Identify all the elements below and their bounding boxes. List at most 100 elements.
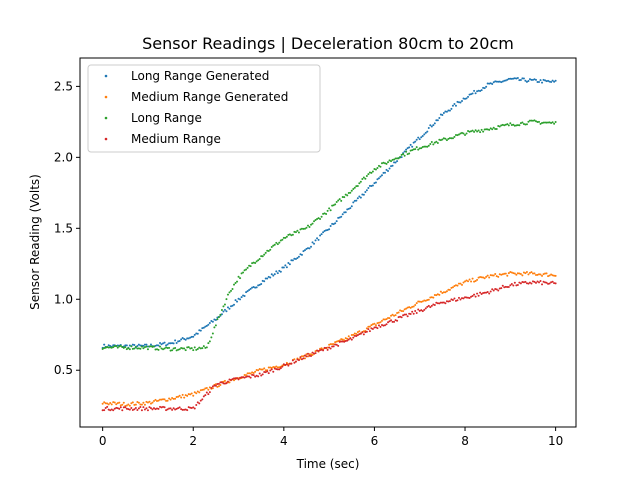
- data-point: [374, 181, 377, 184]
- data-point: [264, 251, 267, 254]
- data-point: [198, 329, 201, 332]
- data-point: [353, 186, 356, 189]
- data-point: [516, 77, 519, 80]
- data-point: [506, 123, 509, 126]
- data-point: [146, 409, 149, 412]
- data-point: [204, 346, 207, 349]
- data-point: [205, 391, 208, 394]
- data-point: [317, 238, 320, 241]
- data-point: [541, 274, 544, 277]
- data-point: [269, 366, 272, 369]
- data-point: [420, 300, 423, 303]
- data-point: [454, 299, 457, 302]
- data-point: [331, 222, 334, 225]
- data-point: [279, 270, 282, 273]
- data-point: [457, 296, 460, 299]
- y-axis: 0.5 1.0 1.5 2.0 2.5: [54, 79, 80, 377]
- data-point: [205, 346, 208, 349]
- data-point: [429, 143, 432, 146]
- data-point: [272, 370, 275, 373]
- data-point: [332, 345, 335, 348]
- data-point: [142, 347, 145, 350]
- data-point: [547, 121, 550, 124]
- data-point: [234, 299, 237, 302]
- data-point: [439, 290, 442, 293]
- data-point: [432, 303, 435, 306]
- data-point: [371, 170, 374, 173]
- data-point: [551, 79, 554, 82]
- data-point: [356, 185, 359, 188]
- data-point: [133, 344, 136, 347]
- data-point: [482, 86, 485, 89]
- data-point: [308, 225, 311, 228]
- data-point: [377, 177, 380, 180]
- data-point: [303, 249, 306, 252]
- data-point: [181, 393, 184, 396]
- data-point: [444, 137, 447, 140]
- data-point: [501, 273, 504, 276]
- data-point: [177, 340, 180, 343]
- data-point: [534, 78, 537, 81]
- data-point: [390, 314, 393, 317]
- data-point: [512, 77, 515, 80]
- data-point: [495, 275, 498, 278]
- data-point: [255, 260, 258, 263]
- data-point: [332, 223, 335, 226]
- data-point: [284, 264, 287, 267]
- data-point: [513, 77, 516, 80]
- data-point: [101, 409, 104, 412]
- data-point: [223, 382, 226, 385]
- data-point: [273, 367, 276, 370]
- data-point: [109, 346, 112, 349]
- data-point: [536, 273, 539, 276]
- data-point: [133, 347, 136, 350]
- data-point: [396, 319, 399, 322]
- data-point: [447, 288, 450, 291]
- data-point: [350, 205, 353, 208]
- data-point: [500, 81, 503, 84]
- data-point: [498, 287, 501, 290]
- data-point: [222, 380, 225, 383]
- data-point: [208, 386, 211, 389]
- data-point: [408, 306, 411, 309]
- data-point: [438, 116, 441, 119]
- data-point: [112, 346, 115, 349]
- data-point: [240, 272, 243, 275]
- data-point: [214, 324, 217, 327]
- data-point: [145, 400, 148, 403]
- data-point: [320, 348, 323, 351]
- data-point: [405, 150, 408, 153]
- data-point: [396, 160, 399, 163]
- data-point: [349, 191, 352, 194]
- data-point: [236, 300, 239, 303]
- data-point: [160, 343, 163, 346]
- data-point: [544, 281, 547, 284]
- data-point: [524, 280, 527, 283]
- data-point: [264, 371, 267, 374]
- data-point: [423, 308, 426, 311]
- data-point: [104, 346, 107, 349]
- data-point: [252, 285, 255, 288]
- data-point: [420, 147, 423, 150]
- data-point: [436, 302, 439, 305]
- data-point: [442, 137, 445, 140]
- data-point: [423, 145, 426, 148]
- data-point: [208, 322, 211, 325]
- data-point: [406, 315, 409, 318]
- data-point: [103, 346, 106, 349]
- data-point: [142, 344, 145, 347]
- data-point: [409, 149, 412, 152]
- data-point: [276, 368, 279, 371]
- data-point: [553, 122, 556, 125]
- data-point: [334, 222, 337, 225]
- data-point: [467, 296, 470, 299]
- data-point: [308, 354, 311, 357]
- data-point: [516, 124, 519, 127]
- data-point: [367, 325, 370, 328]
- data-point: [486, 82, 489, 85]
- data-point: [454, 134, 457, 137]
- data-point: [501, 284, 504, 287]
- data-point: [384, 318, 386, 321]
- data-point: [432, 143, 435, 146]
- data-point: [199, 399, 202, 402]
